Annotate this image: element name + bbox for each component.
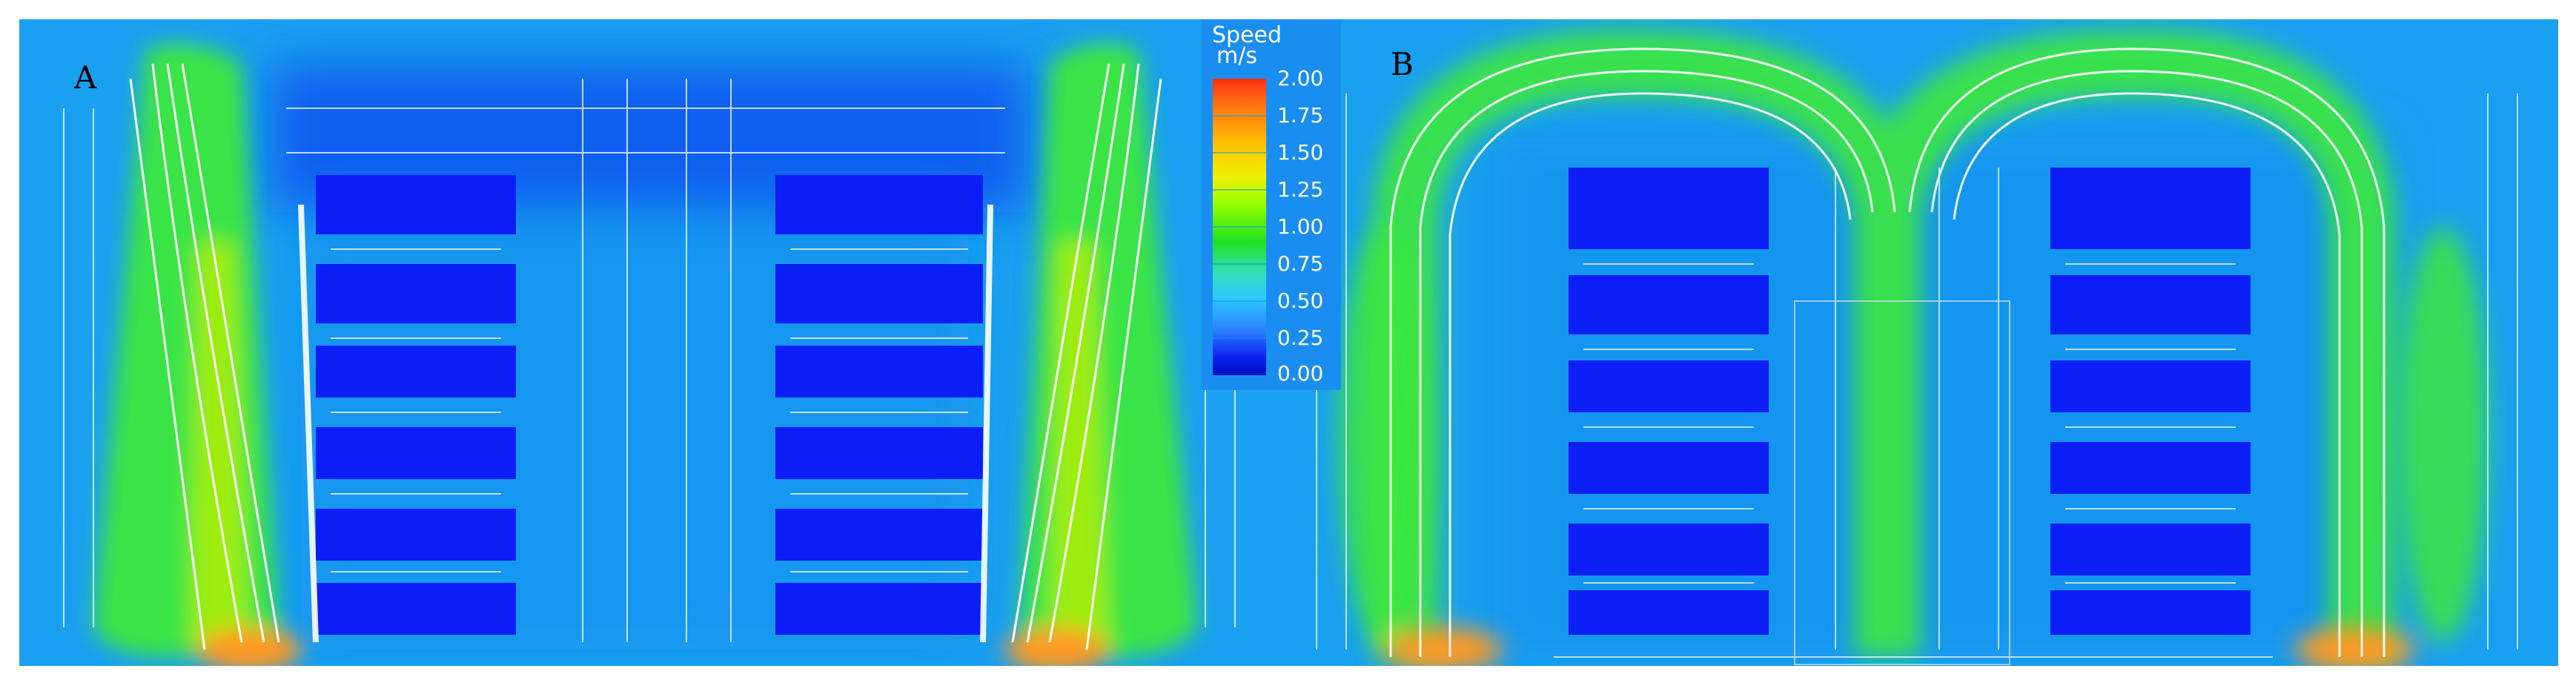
legend-tick: 0.75 bbox=[1277, 251, 1324, 276]
legend-title-unit: m/s bbox=[1216, 43, 1257, 69]
panel-a-label: A bbox=[74, 59, 97, 96]
legend-tick: 1.50 bbox=[1277, 140, 1324, 165]
legend-tick: 0.00 bbox=[1277, 361, 1324, 386]
legend-tick: 1.25 bbox=[1277, 177, 1324, 202]
speed-legend: Speed m/s bbox=[1202, 19, 1341, 390]
panel-b-velocity-field: B bbox=[1272, 19, 2558, 666]
panel-b-label: B bbox=[1391, 46, 1414, 82]
legend-title: Speed m/s bbox=[1212, 22, 1331, 69]
panel-a-velocity-field: A bbox=[19, 19, 1272, 666]
legend-color-bar bbox=[1213, 79, 1266, 375]
legend-title-quantity: Speed bbox=[1212, 22, 1282, 48]
panel-b-flow-field bbox=[1272, 19, 2558, 666]
legend-tick: 1.00 bbox=[1277, 214, 1324, 239]
panel-a-flow-field bbox=[19, 19, 1272, 666]
legend-tick: 0.50 bbox=[1277, 288, 1324, 313]
legend-tick: 1.75 bbox=[1277, 103, 1324, 128]
legend-tick: 0.25 bbox=[1277, 326, 1324, 350]
legend-tick: 2.00 bbox=[1277, 66, 1324, 90]
